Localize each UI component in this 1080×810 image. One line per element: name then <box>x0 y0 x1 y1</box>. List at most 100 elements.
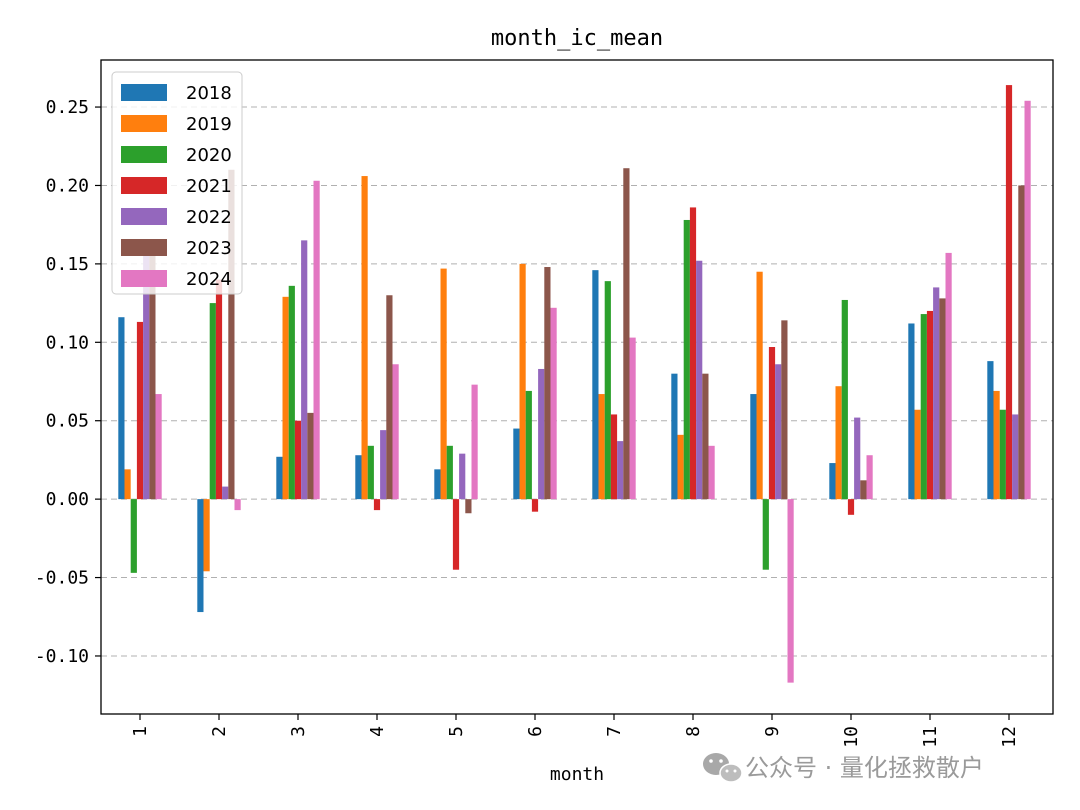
y-tick-label: 0.25 <box>46 97 89 118</box>
y-tick-label: -0.10 <box>35 646 89 667</box>
grid-layer <box>101 106 1053 657</box>
legend-swatch-2018 <box>121 84 167 101</box>
bar-2021-month-3 <box>294 420 302 500</box>
bar-2022-month-10 <box>854 417 861 500</box>
bar-2023-month-8 <box>702 373 709 500</box>
bar-2022-month-2 <box>222 486 229 500</box>
bar-2021-month-7 <box>610 414 618 500</box>
bar-2020-month-6 <box>525 390 532 500</box>
bar-2020-month-2 <box>209 303 216 500</box>
bar-2022-month-9 <box>775 364 782 500</box>
bar-2019-month-8 <box>677 434 684 500</box>
bar-2023-month-6 <box>544 267 551 500</box>
x-tick-label: 5 <box>446 726 467 737</box>
bar-2023-month-10 <box>860 480 867 500</box>
x-axis-label: month <box>550 764 604 785</box>
bar-2024-month-12 <box>1024 100 1031 500</box>
y-tick-label: 0.10 <box>46 332 89 353</box>
bar-2023-month-5 <box>465 499 472 514</box>
bar-2024-month-2 <box>234 499 241 511</box>
bar-2024-month-1 <box>155 394 162 500</box>
bar-2022-month-3 <box>301 240 308 500</box>
y-tick-label: 0.20 <box>46 175 89 196</box>
bar-2018-month-11 <box>908 323 915 500</box>
bar-2019-month-4 <box>361 176 368 500</box>
watermark-text: 公众号 · 量化拯救散户 <box>745 754 984 782</box>
bar-2020-month-3 <box>288 285 295 500</box>
bar-2021-month-1 <box>136 321 144 500</box>
bar-2018-month-2 <box>197 499 204 613</box>
bar-2018-month-10 <box>829 463 836 500</box>
legend-label-2022: 2022 <box>186 207 232 228</box>
bar-2022-month-5 <box>459 453 466 500</box>
bar-2022-month-11 <box>933 287 940 500</box>
bar-2019-month-10 <box>835 386 842 500</box>
bar-2023-month-9 <box>781 320 788 500</box>
bar-2020-month-10 <box>841 299 848 500</box>
wechat-icon <box>703 753 743 783</box>
bar-2023-month-12 <box>1018 185 1025 500</box>
bar-2019-month-7 <box>598 394 605 500</box>
bar-2021-month-9 <box>768 347 776 500</box>
x-tick-label: 1 <box>130 726 151 737</box>
x-tick-label: 9 <box>762 726 783 737</box>
watermark: 公众号 · 量化拯救散户 <box>703 753 984 783</box>
x-tick-label: 4 <box>367 726 388 737</box>
y-tick-label: 0.00 <box>46 489 89 510</box>
bar-2022-month-4 <box>380 430 387 500</box>
bar-2022-month-7 <box>617 441 624 500</box>
legend-label-2021: 2021 <box>186 176 232 197</box>
legend-swatch-2022 <box>121 208 167 225</box>
bar-2019-month-3 <box>282 296 289 500</box>
legend-label-2020: 2020 <box>186 145 232 166</box>
bar-2024-month-7 <box>629 337 636 500</box>
bar-2018-month-8 <box>671 373 678 500</box>
bar-2020-month-5 <box>446 445 453 500</box>
bar-2023-month-4 <box>386 295 393 500</box>
bar-2018-month-5 <box>434 469 441 500</box>
bar-2023-month-3 <box>307 412 314 500</box>
bar-2021-month-8 <box>689 207 697 500</box>
bars-layer <box>118 85 1031 683</box>
plot-frame <box>100 59 1054 715</box>
bar-2019-month-5 <box>440 268 447 500</box>
y-axis: -0.10 -0.05 0.00 0.05 0.10 0.15 0.20 0.25 <box>35 97 101 667</box>
bar-2024-month-8 <box>708 445 715 500</box>
bar-2022-month-6 <box>538 368 545 500</box>
bar-2020-month-11 <box>920 314 927 500</box>
bar-2020-month-8 <box>683 219 690 500</box>
bar-2024-month-10 <box>866 455 873 500</box>
bar-2020-month-1 <box>130 499 137 573</box>
bar-2018-month-4 <box>355 455 362 500</box>
bar-2020-month-7 <box>604 281 611 500</box>
bar-2020-month-12 <box>999 409 1006 500</box>
legend-swatch-2020 <box>121 146 167 163</box>
bar-2024-month-5 <box>471 384 478 500</box>
x-tick-label: 10 <box>841 726 862 748</box>
bar-2021-month-12 <box>1005 85 1013 500</box>
bar-2024-month-4 <box>392 364 399 500</box>
legend-swatch-2021 <box>121 177 167 194</box>
bar-2023-month-7 <box>623 168 630 500</box>
x-tick-label: 6 <box>525 726 546 737</box>
bar-2023-month-1 <box>149 248 156 500</box>
bar-2021-month-2 <box>215 279 223 500</box>
bar-2022-month-8 <box>696 260 703 500</box>
bar-2024-month-6 <box>550 307 557 500</box>
bar-2021-month-11 <box>926 310 934 500</box>
x-tick-label: 2 <box>209 726 230 737</box>
y-tick-label: 0.15 <box>46 254 89 275</box>
bar-2024-month-11 <box>945 252 952 500</box>
bar-2021-month-4 <box>373 499 381 511</box>
y-tick-label: -0.05 <box>35 568 89 589</box>
x-tick-label: 3 <box>288 726 309 737</box>
legend-label-2023: 2023 <box>186 238 232 259</box>
bar-2021-month-5 <box>452 499 460 570</box>
legend-label-2024: 2024 <box>186 269 232 290</box>
bar-2019-month-2 <box>203 499 210 572</box>
bar-2024-month-3 <box>313 180 320 500</box>
chart-title: month_ic_mean <box>491 26 663 51</box>
bar-2020-month-9 <box>762 499 769 570</box>
